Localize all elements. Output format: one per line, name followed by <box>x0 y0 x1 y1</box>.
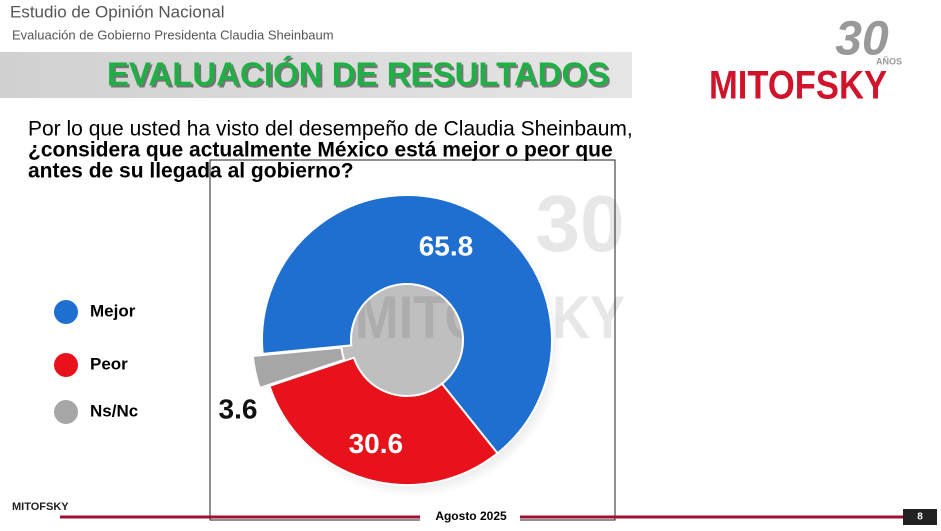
footer-date-bg <box>420 509 520 525</box>
donut-slice <box>268 356 499 486</box>
value-label: 65.8 <box>419 230 474 261</box>
chart-frame <box>209 159 616 521</box>
value-label: 3.6 <box>219 393 258 424</box>
banner-shadow: EVALUACIÓN DE RESULTADOS <box>109 58 611 95</box>
logo-brand: MITOFSKY <box>709 64 887 108</box>
donut-chart: 65.8 30.6 3.6 Mejor Peor Ns/Nc <box>54 194 562 497</box>
footer-date: Agosto 2025 <box>435 509 507 523</box>
donut-slice <box>251 346 346 390</box>
legend-label: Ns/Nc <box>90 401 138 420</box>
value-label: 30.6 <box>349 428 404 459</box>
logo-years: 30 <box>835 13 889 66</box>
header-title: Estudio de Opinión Nacional <box>10 2 225 21</box>
legend-label: Peor <box>90 354 128 373</box>
question-line: Por lo que usted ha visto del desempeño … <box>28 118 633 141</box>
question-line: antes de su llegada al gobierno? <box>28 160 354 183</box>
page-badge <box>903 509 937 525</box>
footer-logo: MITOFSKY <box>12 501 69 513</box>
legend-marker <box>54 300 78 324</box>
watermark-years: 30 <box>536 179 625 268</box>
banner <box>0 52 632 98</box>
legend-marker <box>54 353 78 377</box>
page-number: 8 <box>917 512 923 523</box>
header-subtitle: Evaluación de Gobierno Presidenta Claudi… <box>12 27 334 42</box>
legend-marker <box>54 400 78 424</box>
question-line: ¿considera que actualmente México está m… <box>28 139 613 162</box>
donut-slice <box>261 194 553 455</box>
logo-years-label: AÑOS <box>876 56 902 66</box>
banner-text: EVALUACIÓN DE RESULTADOS <box>107 56 609 93</box>
legend-label: Mejor <box>90 301 136 320</box>
